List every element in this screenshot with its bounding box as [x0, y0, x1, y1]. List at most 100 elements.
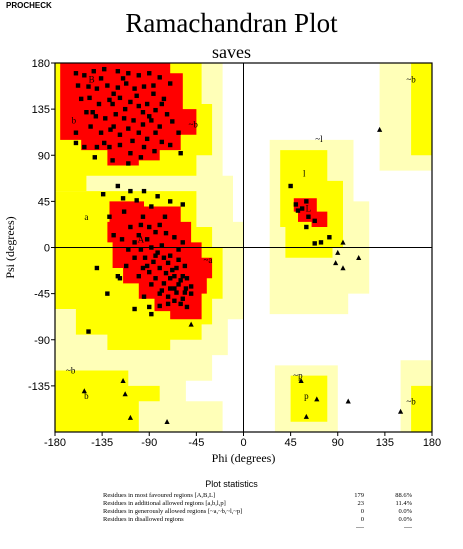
residue-point — [140, 122, 146, 127]
residue-point — [142, 255, 148, 260]
residue-point — [120, 196, 126, 201]
residue-point — [117, 142, 123, 148]
residue-point — [163, 230, 169, 236]
residue-point — [180, 274, 185, 279]
residue-point — [128, 224, 133, 230]
stats-label: Residues in additional allowed regions [… — [103, 500, 226, 507]
residue-point — [124, 263, 129, 269]
residue-point — [126, 247, 131, 252]
glycine-point — [127, 414, 133, 420]
residue-point — [157, 265, 162, 271]
y-tick-label: 135 — [32, 104, 50, 116]
stats-label: Residues in generously allowed regions [… — [103, 508, 243, 515]
residue-point — [110, 101, 115, 107]
glycine-point — [303, 413, 309, 419]
residue-point — [162, 214, 168, 219]
residue-point — [147, 269, 152, 275]
stats-row: Residues in additional allowed regions [… — [103, 500, 412, 508]
residue-point — [107, 214, 112, 219]
stats-percent: 11.4% — [395, 500, 412, 507]
glycine-point — [377, 126, 383, 132]
residue-point — [180, 296, 185, 301]
glycine-point — [340, 265, 346, 271]
stats-heading: Plot statistics — [205, 479, 258, 489]
residue-point — [91, 69, 96, 74]
residue-point — [134, 198, 139, 203]
residue-point — [141, 188, 147, 194]
residue-point — [153, 229, 158, 235]
x-tick-label: 135 — [376, 437, 394, 449]
residue-point — [180, 240, 185, 245]
residue-point — [136, 103, 141, 109]
residue-point — [155, 250, 160, 255]
residue-point — [121, 116, 127, 121]
residue-point — [170, 119, 175, 124]
glycine-point — [345, 398, 351, 404]
residue-point — [102, 66, 107, 72]
residue-point — [136, 73, 141, 78]
region-label: p — [304, 391, 309, 401]
residue-point — [131, 118, 136, 123]
stats-count: 0 — [360, 508, 364, 515]
residue-point — [134, 93, 139, 98]
residue-point — [327, 235, 332, 240]
residue-point — [122, 106, 128, 112]
stats-count: 23 — [357, 500, 365, 507]
residue-point — [167, 142, 173, 148]
residue-point — [136, 233, 141, 238]
point-layer — [73, 66, 404, 424]
residue-point — [176, 130, 181, 135]
residue-point — [174, 290, 179, 295]
residue-point — [178, 151, 183, 156]
residue-point — [178, 278, 183, 283]
region-allowed-b-low — [55, 370, 160, 432]
residue-point — [73, 140, 79, 146]
y-tick-label: 0 — [44, 243, 50, 255]
residue-point — [141, 84, 147, 89]
stats-rule: ---- — [356, 525, 364, 531]
residue-point — [138, 247, 144, 252]
residue-point — [176, 282, 181, 287]
residue-point — [149, 118, 154, 123]
x-tick-label: -45 — [188, 437, 204, 449]
residue-point — [159, 139, 165, 145]
stats-rule-row: ---- ---- — [103, 524, 412, 532]
residue-point — [163, 270, 169, 276]
region-allowed-b-right-low — [411, 385, 432, 432]
glycine-point — [120, 377, 126, 383]
residue-point — [161, 96, 167, 102]
residue-point — [128, 99, 133, 105]
residue-point — [176, 247, 181, 252]
residue-point — [132, 86, 137, 91]
region-label: ~p — [293, 371, 303, 381]
residue-point — [153, 276, 158, 281]
residue-point — [102, 140, 107, 146]
stats-rule: ---- — [404, 525, 412, 531]
residue-point — [157, 291, 162, 296]
residue-point — [149, 282, 154, 287]
residue-point — [111, 91, 116, 96]
residue-point — [93, 114, 99, 119]
residue-point — [94, 86, 100, 91]
residue-point — [105, 83, 110, 88]
x-axis-label: Phi (degrees) — [212, 451, 276, 465]
region-label: ~b — [189, 120, 199, 130]
residue-point — [164, 112, 170, 117]
residue-point — [86, 329, 91, 334]
residue-point — [151, 91, 156, 96]
residue-point — [82, 73, 87, 78]
y-axis-label: Psi (degrees) — [3, 216, 17, 278]
region-label: A — [138, 234, 145, 244]
residue-point — [94, 265, 100, 271]
glycine-point — [314, 396, 320, 402]
glycine-point — [298, 377, 304, 383]
residue-point — [157, 303, 162, 309]
residue-point — [176, 257, 181, 262]
residue-point — [159, 243, 165, 248]
residue-point — [94, 144, 100, 150]
residue-point — [299, 206, 305, 211]
residue-point — [153, 107, 158, 113]
residue-point — [126, 126, 131, 131]
residue-point — [92, 155, 97, 160]
stats-percent: 0.0% — [398, 508, 412, 515]
